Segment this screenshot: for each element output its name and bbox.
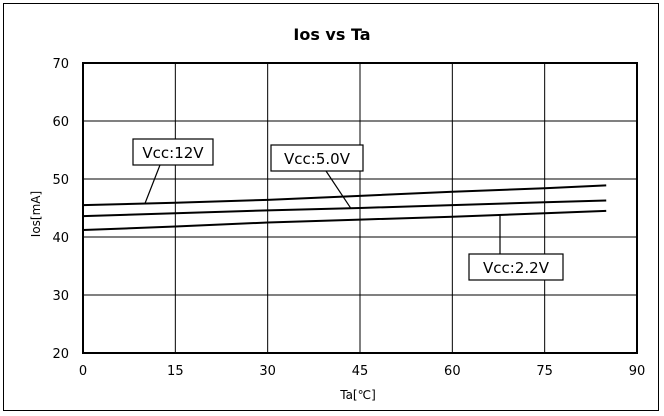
grid (83, 63, 637, 353)
series-layer (82, 184, 607, 232)
callout-box (468, 253, 564, 281)
series-line (82, 199, 607, 218)
chart-title: Ios vs Ta (293, 25, 370, 44)
x-tick-label: 90 (629, 364, 646, 379)
y-tick-label: 40 (52, 231, 69, 246)
callout-label: Vcc:2.2V (483, 259, 550, 277)
y-tick-label: 20 (52, 347, 69, 362)
callout-box (270, 144, 364, 172)
y-tick-label: 60 (52, 115, 69, 130)
callout-box (132, 138, 214, 166)
callout-label: Vcc:5.0V (284, 150, 351, 168)
callout-leader-line (325, 170, 352, 209)
callout-leader-line (144, 164, 161, 204)
plot-area-border (82, 62, 638, 354)
x-tick-label: 75 (536, 364, 553, 379)
x-tick-label: 15 (167, 364, 184, 379)
series-line (82, 209, 607, 232)
x-tick-label: 45 (352, 364, 369, 379)
x-axis-label: Ta[℃] (339, 388, 376, 402)
x-tick-label: 0 (79, 364, 87, 379)
series-line (82, 184, 607, 207)
tick-labels: 0 15 30 45 60 75 90 20 30 40 50 60 70 (52, 57, 645, 379)
x-tick-label: 60 (444, 364, 461, 379)
chart-frame (3, 3, 659, 411)
y-axis-label: Ios[mA] (29, 191, 43, 237)
y-tick-label: 70 (52, 57, 69, 72)
annotations: Vcc:12V Vcc:5.0V Vcc:2.2V (132, 138, 564, 281)
y-tick-label: 50 (52, 173, 69, 188)
x-tick-label: 30 (259, 364, 276, 379)
y-tick-label: 30 (52, 289, 69, 304)
callout-label: Vcc:12V (142, 144, 204, 162)
